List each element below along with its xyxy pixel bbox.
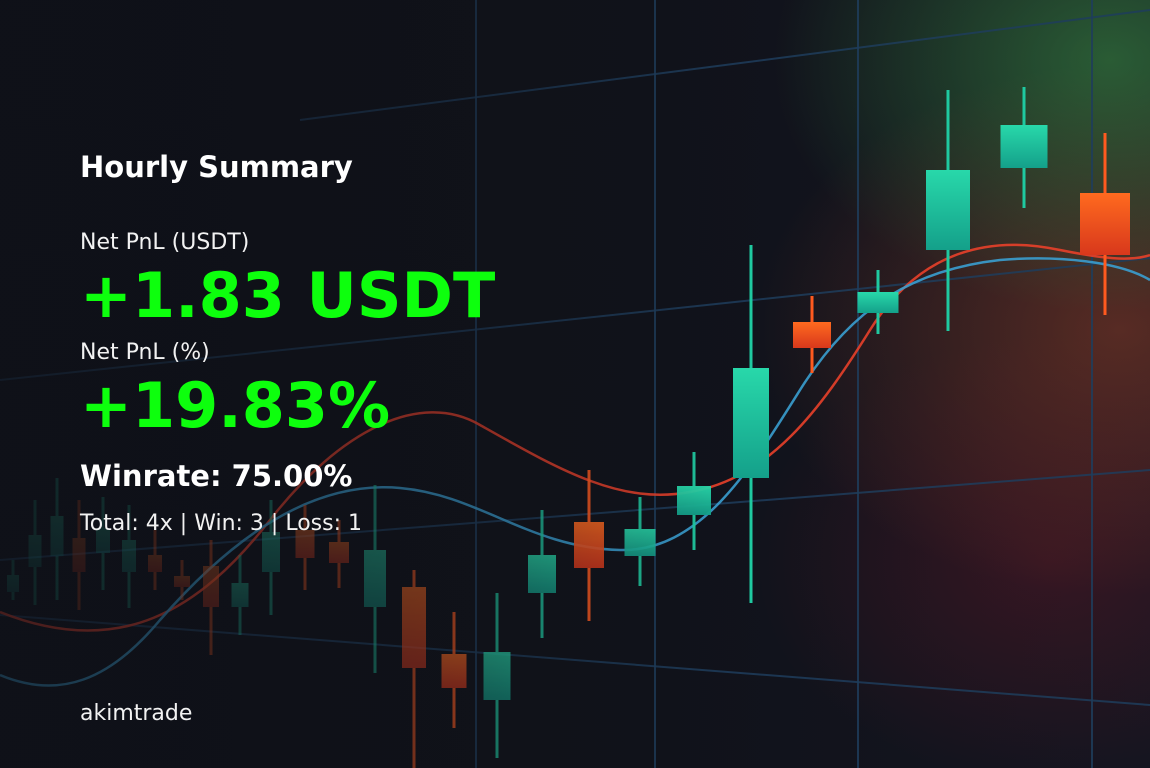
net-pnl-percent-label: Net PnL (%): [80, 340, 210, 365]
net-pnl-usdt-label: Net PnL (USDT): [80, 230, 250, 255]
net-pnl-usdt-value: +1.83 USDT: [80, 259, 496, 332]
summary-title: Hourly Summary: [80, 150, 353, 184]
winrate-text: Winrate: 75.00%: [80, 459, 353, 493]
brand-name: akimtrade: [80, 701, 193, 726]
net-pnl-percent-value: +19.83%: [80, 369, 391, 442]
trade-stats-line: Total: 4x | Win: 3 | Loss: 1: [80, 511, 362, 536]
